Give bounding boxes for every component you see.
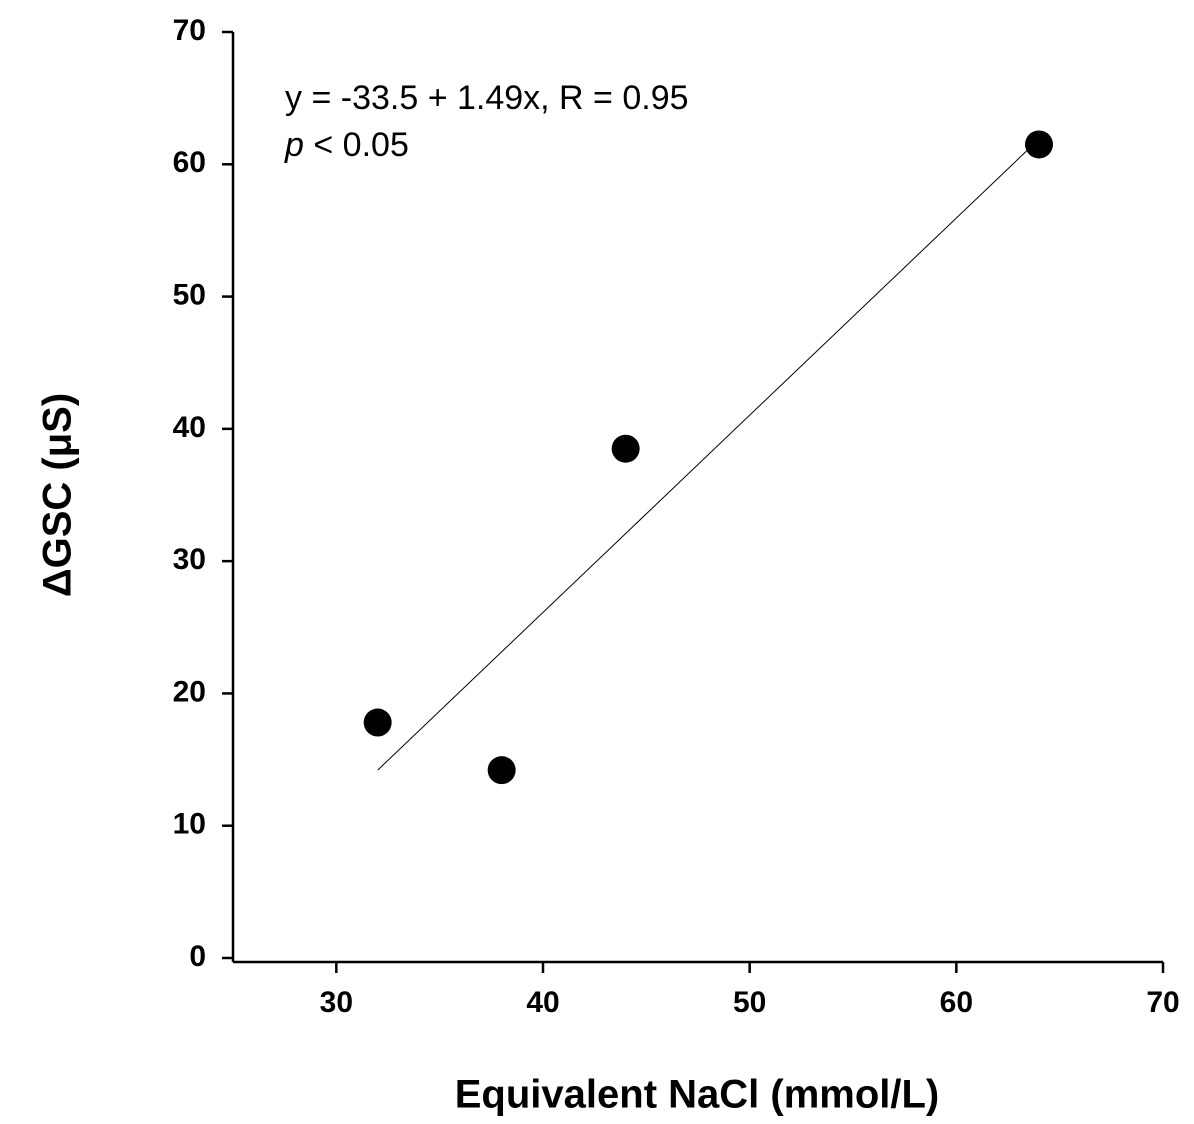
p-value: < 0.05 (313, 126, 408, 164)
y-tick-label: 20 (173, 675, 206, 708)
y-tick-label: 40 (173, 411, 206, 444)
y-tick-label: 50 (173, 278, 206, 311)
y-axis-title: ΔGSC (μS) (36, 393, 80, 597)
x-tick-label: 60 (940, 986, 973, 1019)
data-point (363, 708, 392, 737)
x-tick-label: 70 (1146, 986, 1179, 1019)
x-tick-label: 50 (733, 986, 766, 1019)
y-tick-label: 30 (173, 543, 206, 576)
annotation: y = -33.5 + 1.49x, R = 0.95 (285, 79, 689, 117)
y-tick-label: 70 (173, 14, 206, 47)
fit-line (377, 138, 1040, 771)
annotation-p: p < 0.05 (284, 126, 409, 164)
y-tick-label: 0 (189, 940, 206, 973)
x-tick-label: 30 (320, 986, 353, 1019)
y-tick-label: 10 (173, 808, 206, 841)
data-point (487, 756, 516, 785)
x-axis-title: Equivalent NaCl (mmol/L) (455, 1073, 940, 1117)
data-point (611, 434, 640, 463)
data-point (1025, 130, 1053, 159)
x-tick-label: 40 (526, 986, 559, 1019)
y-tick-label: 60 (173, 146, 206, 179)
p-symbol: p (284, 126, 304, 164)
